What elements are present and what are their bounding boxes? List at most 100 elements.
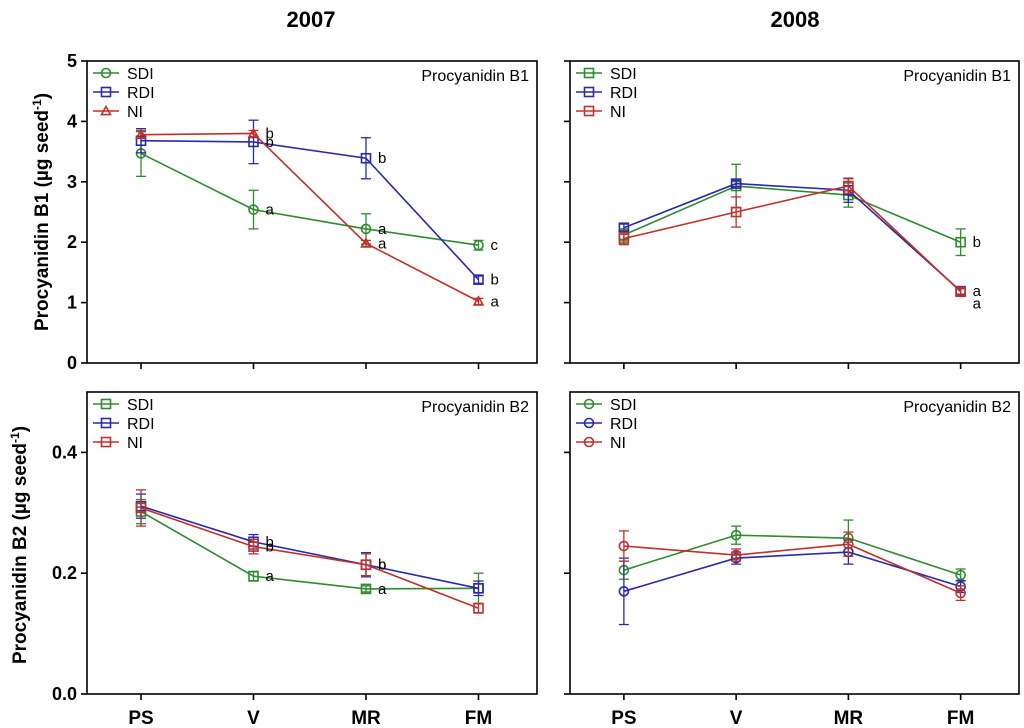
- legend-marker: [583, 105, 595, 117]
- x-tick-label: FM: [947, 708, 974, 728]
- series-line: [140, 139, 480, 281]
- plot-frame: [86, 391, 538, 695]
- legend-label: NI: [610, 435, 626, 452]
- data-point: [843, 538, 854, 550]
- data-point: [247, 127, 260, 138]
- significance-letter: b: [378, 557, 386, 574]
- data-point: [618, 540, 630, 552]
- significance-letter: b: [378, 150, 386, 167]
- data-point: [360, 237, 372, 248]
- legend-marker: [100, 104, 112, 116]
- legend-marker: [100, 67, 112, 79]
- significance-letter: c: [491, 237, 499, 254]
- year-title-2008: 2008: [771, 7, 820, 32]
- y-tick-label: 0: [67, 353, 77, 373]
- data-point: [248, 570, 259, 582]
- legend-label: NI: [127, 435, 143, 452]
- data-point: [360, 583, 372, 595]
- legend-label: RDI: [127, 85, 155, 102]
- y-tick-label: 2: [67, 232, 77, 252]
- data-point: [955, 587, 966, 599]
- plot-frame: [569, 60, 1020, 364]
- series-line: [623, 534, 961, 576]
- significance-letter: b: [266, 134, 274, 151]
- panel-title: Procyanidin B1: [421, 68, 529, 85]
- data-point: [730, 206, 742, 218]
- series-line: [623, 185, 961, 243]
- significance-letter: b: [266, 534, 274, 551]
- data-point: [135, 502, 147, 514]
- legend-label: SDI: [610, 397, 637, 414]
- legend-marker: [583, 86, 595, 98]
- significance-letter: b: [266, 125, 274, 142]
- legend-label: NI: [127, 104, 143, 121]
- y-axis-label-b1-sup: -1: [30, 99, 44, 110]
- x-tick-label: PS: [128, 708, 153, 728]
- significance-letter: b: [491, 272, 499, 289]
- y-tick-label: 0.0: [52, 684, 77, 704]
- series-line: [140, 152, 479, 247]
- data-point: [730, 178, 742, 189]
- legend-label: RDI: [127, 416, 155, 433]
- legend-marker: [100, 417, 112, 429]
- legend-label: SDI: [127, 397, 154, 414]
- series-line: [140, 132, 479, 303]
- y-axis-label-b2: Procyanidin B2 (µg seed-1): [8, 426, 31, 664]
- data-point: [360, 559, 372, 571]
- x-tick-label: MR: [351, 708, 381, 728]
- y-axis-label-b1-close: ): [32, 93, 53, 99]
- panel-title: Procyanidin B2: [421, 399, 529, 416]
- data-point: [473, 582, 484, 594]
- series-rdi: RDI: [576, 416, 966, 626]
- significance-letter: a: [378, 581, 387, 598]
- significance-letter: b: [973, 234, 981, 251]
- legend-label: NI: [610, 104, 626, 121]
- series-line: [623, 543, 961, 594]
- data-point: [248, 541, 259, 552]
- series-ni: a NI: [576, 104, 982, 313]
- data-point: [360, 152, 372, 164]
- data-point: [618, 586, 630, 597]
- series-line: [623, 185, 962, 293]
- significance-letter: a: [378, 235, 387, 252]
- significance-letter: a: [973, 296, 982, 313]
- significance-letter: a: [973, 283, 982, 300]
- panel-2008-3: PS V MR FM Procyanidin B2 SDI RDI NI: [564, 391, 1020, 728]
- plot-frame: [569, 391, 1020, 695]
- y-tick-label: 3: [67, 172, 77, 192]
- data-point: [955, 569, 966, 581]
- series-sdi: a a SDI: [93, 397, 484, 605]
- y-axis-label-b2-sup: -1: [8, 432, 22, 443]
- data-point: [473, 239, 484, 251]
- x-tick-label: PS: [611, 708, 636, 728]
- plot-frame: [86, 60, 538, 364]
- y-axis-label-b2-close: ): [10, 426, 31, 432]
- data-point: [730, 529, 742, 541]
- series-line: [140, 505, 479, 590]
- panel-2008-1: Procyanidin B1 b SDI a RDI a NI: [564, 60, 1020, 369]
- significance-letter: a: [378, 221, 387, 238]
- series-rdi: a RDI: [576, 85, 982, 300]
- legend-label: RDI: [610, 85, 638, 102]
- data-point: [843, 180, 854, 192]
- data-point: [473, 274, 484, 285]
- series-line: [140, 507, 479, 609]
- series-line: [623, 182, 962, 292]
- data-point: [473, 602, 484, 614]
- data-point: [730, 549, 742, 561]
- legend-marker: [583, 436, 595, 448]
- legend-marker: [583, 417, 595, 429]
- data-point: [618, 233, 630, 244]
- significance-letter: b: [266, 539, 274, 556]
- series-ni: b aa NI: [93, 104, 500, 310]
- data-point: [472, 295, 485, 306]
- y-tick-label: 1: [67, 293, 77, 313]
- y-tick-label: 4: [67, 111, 77, 131]
- legend-marker: [100, 86, 112, 98]
- x-tick-label: V: [247, 708, 260, 728]
- significance-letter: a: [266, 568, 275, 585]
